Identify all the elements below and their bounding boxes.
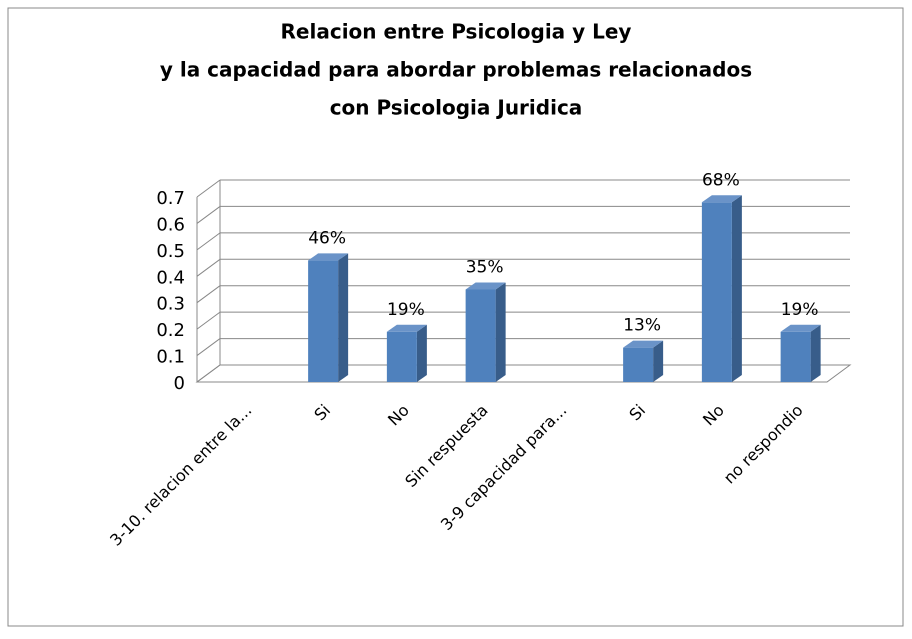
bar xyxy=(623,347,654,382)
bar-top xyxy=(308,253,349,261)
bar-top xyxy=(780,324,821,332)
bar xyxy=(308,260,339,382)
chart-title: con Psicologia Juridica xyxy=(330,96,583,120)
bar-top xyxy=(465,282,506,290)
y-tick-label: 0.4 xyxy=(156,267,185,288)
y-tick-label: 0.7 xyxy=(156,188,185,209)
bar-top xyxy=(623,340,664,348)
data-label: 19% xyxy=(387,300,425,320)
grid-line xyxy=(196,364,221,383)
data-label: 68% xyxy=(702,170,740,190)
bar-side xyxy=(338,253,349,382)
chart-border xyxy=(7,7,904,627)
bar xyxy=(780,331,811,382)
bar-top xyxy=(701,195,742,203)
y-tick-label: 0.2 xyxy=(156,320,185,341)
chart-title: y la capacidad para abordar problemas re… xyxy=(160,58,752,82)
grid-line xyxy=(196,206,221,224)
bar xyxy=(701,202,732,382)
bar-side xyxy=(653,340,664,382)
bar-top xyxy=(386,324,427,332)
y-tick-label: 0.6 xyxy=(156,214,185,235)
bar-side xyxy=(810,324,821,382)
bar xyxy=(386,331,417,382)
y-tick-label: 0 xyxy=(174,373,185,394)
chart-title: Relacion entre Psicologia y Ley xyxy=(281,20,632,44)
bar-side xyxy=(495,282,506,382)
data-label: 13% xyxy=(623,316,661,336)
grid-line xyxy=(196,311,221,330)
bar xyxy=(465,289,496,382)
y-tick-label: 0.1 xyxy=(156,347,185,368)
grid-line xyxy=(196,285,221,304)
grid-line xyxy=(196,338,221,356)
grid-line xyxy=(196,232,221,251)
bar-side xyxy=(416,324,427,382)
bar-side xyxy=(731,195,742,382)
grid-line xyxy=(196,179,221,198)
y-tick-label: 0.3 xyxy=(156,294,185,315)
y-tick-label: 0.5 xyxy=(156,241,185,262)
grid-line xyxy=(196,258,221,277)
data-label: 46% xyxy=(308,228,346,248)
data-label: 19% xyxy=(781,300,819,320)
data-label: 35% xyxy=(466,258,504,278)
